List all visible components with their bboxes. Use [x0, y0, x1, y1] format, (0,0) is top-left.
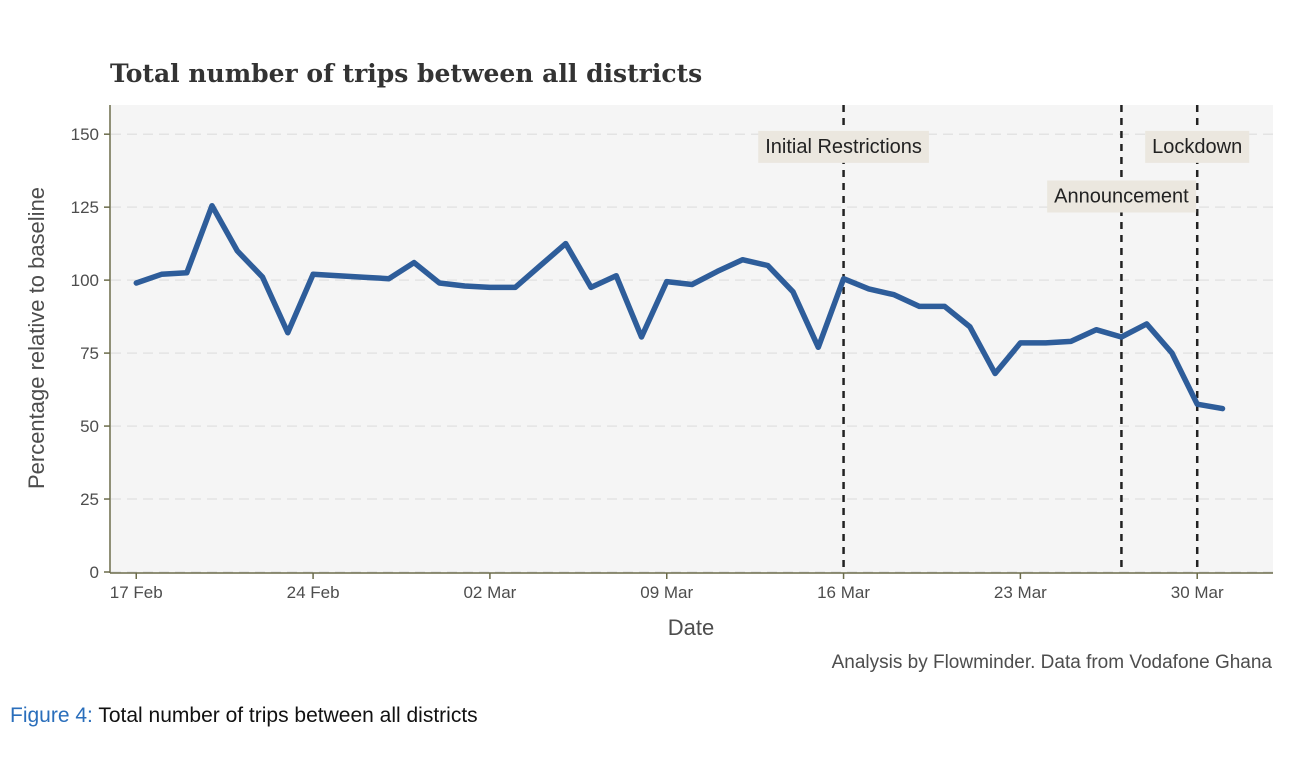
event-label-text: Lockdown — [1152, 136, 1242, 158]
y-tick-label: 75 — [80, 344, 99, 363]
figure-number: Figure 4: — [10, 704, 93, 727]
x-tick-label: 23 Mar — [994, 583, 1047, 602]
event-label-box — [758, 130, 929, 163]
x-tick-label: 02 Mar — [463, 583, 516, 602]
event-label-box — [1047, 180, 1197, 213]
y-tick-label: 50 — [80, 417, 99, 436]
source-note: Analysis by Flowminder. Data from Vodafo… — [832, 652, 1273, 673]
series-line — [133, 202, 1226, 412]
y-tick-label: 25 — [80, 490, 99, 509]
figure-caption: Figure 4: Total number of trips between … — [10, 704, 478, 728]
event-label: Initial Restrictions — [758, 130, 929, 163]
y-tick-label: 100 — [71, 271, 99, 290]
y-tick-label: 125 — [71, 198, 99, 217]
grid-lines — [111, 133, 1273, 573]
series-line-group — [133, 202, 1226, 412]
y-tick-label: 0 — [90, 563, 99, 582]
trips-line-chart: Total number of trips between all distri… — [24, 59, 1273, 673]
event-labels: Initial Restrictions Announcement Lockdown — [758, 130, 1250, 213]
x-tick-label: 16 Mar — [817, 583, 870, 602]
figure-caption-text: Total number of trips between all distri… — [98, 704, 478, 727]
x-tick-label: 17 Feb — [110, 583, 163, 602]
x-tick-label: 30 Mar — [1171, 583, 1224, 602]
event-label-text: Announcement — [1054, 185, 1189, 207]
event-label-text: Initial Restrictions — [765, 136, 922, 158]
chart-title: Total number of trips between all distri… — [110, 59, 702, 88]
x-axis-title: Date — [668, 615, 714, 640]
y-axis-title: Percentage relative to baseline — [24, 187, 49, 489]
y-axis-ticks: 0 25 50 75 100 125 150 — [71, 125, 110, 582]
plot-panel — [111, 105, 1273, 572]
x-axis-ticks: 17 Feb 24 Feb 02 Mar 09 Mar 16 Mar 23 Mar 30 M… — [110, 573, 1224, 602]
y-tick-label: 150 — [71, 125, 99, 144]
event-label-box — [1145, 130, 1250, 163]
event-label: Lockdown — [1145, 130, 1250, 163]
x-tick-label: 24 Feb — [287, 583, 340, 602]
x-tick-label: 09 Mar — [640, 583, 693, 602]
event-label: Announcement — [1047, 180, 1197, 213]
